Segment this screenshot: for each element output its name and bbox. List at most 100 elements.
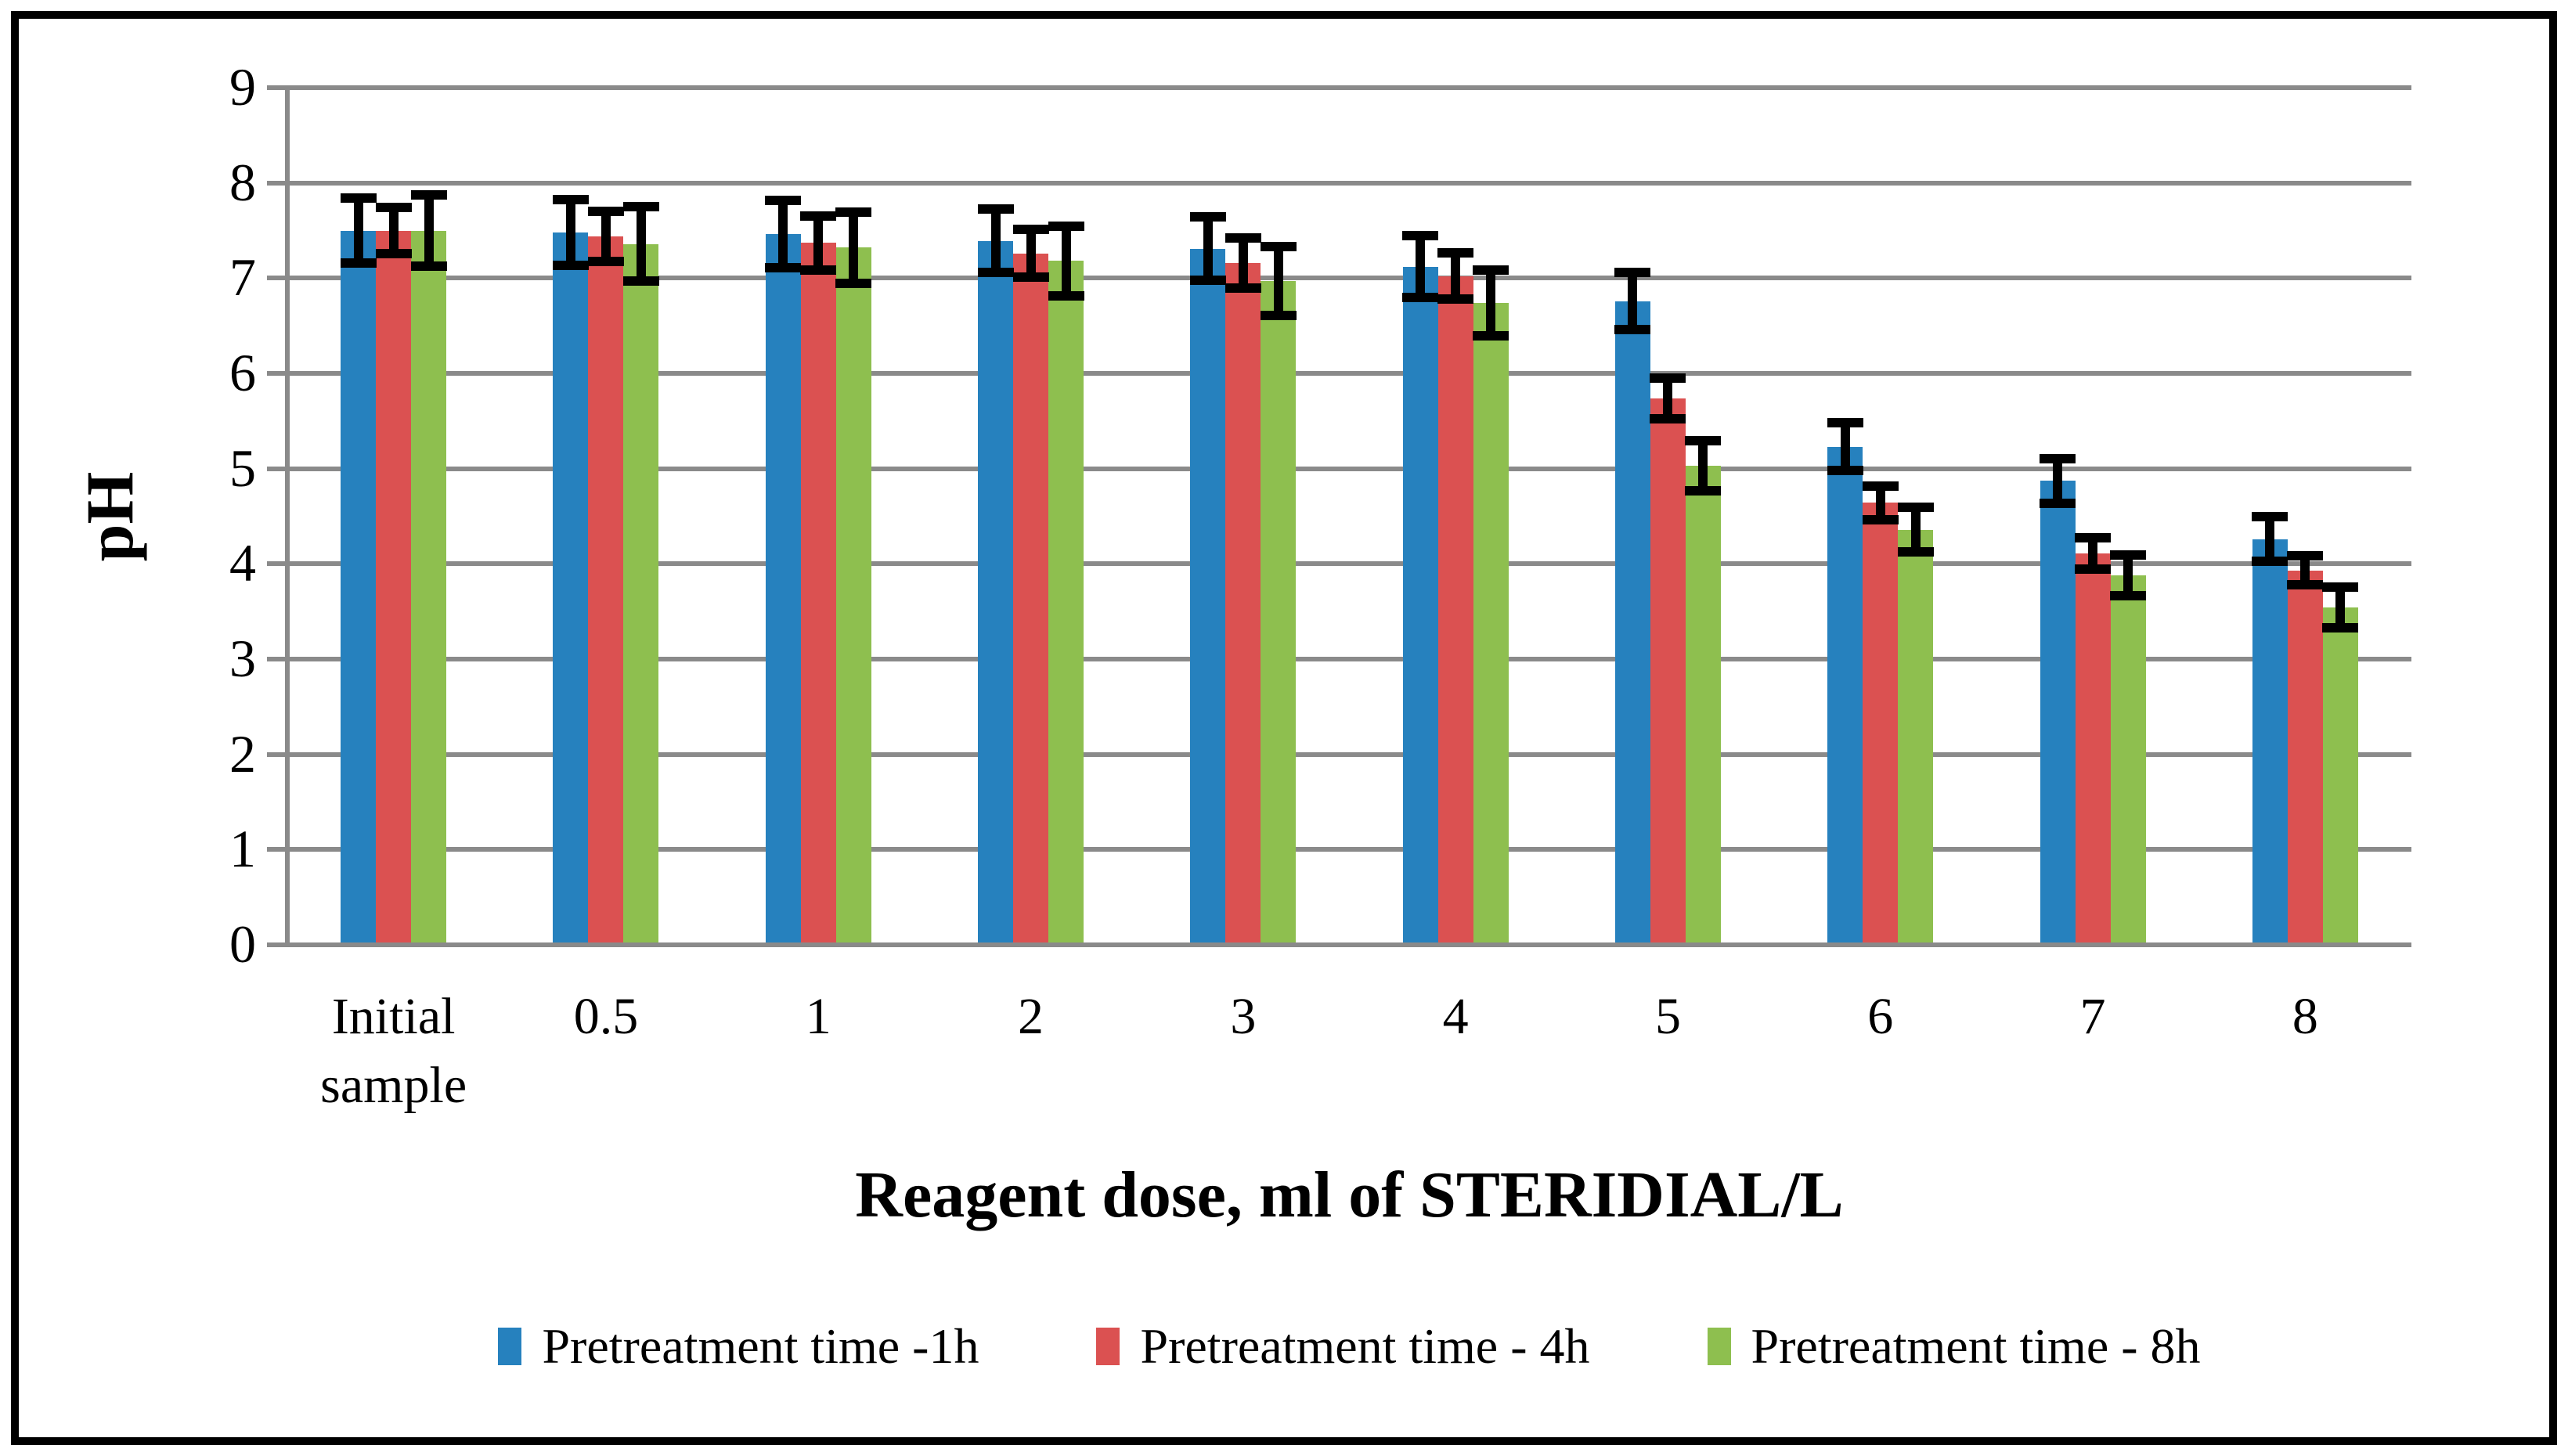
- y-tickmark-4: [267, 561, 287, 567]
- y-tickmark-9: [267, 85, 287, 90]
- y-tick-label-0: 0: [229, 914, 256, 974]
- y-tickmark-6: [267, 371, 287, 376]
- error-bar-line-series2-cat3: [813, 218, 824, 267]
- error-bar-line-series2-cat4: [1026, 232, 1036, 275]
- error-bar-cap-bottom-series1-cat5: [1189, 276, 1226, 286]
- error-bar-line-series3-cat3: [849, 215, 859, 280]
- error-bar-cap-top-series2-cat4: [1012, 224, 1049, 234]
- error-bar-cap-top-series3-cat2: [622, 201, 659, 211]
- x-axis-title: Reagent dose, ml of STERIDIAL/L: [855, 1159, 1844, 1231]
- error-bar-cap-bottom-series1-cat3: [765, 263, 802, 273]
- bar-series3-cat2: [623, 243, 659, 942]
- error-bar-cap-top-series1-cat1: [340, 193, 377, 203]
- error-bar-cap-top-series3-cat8: [1897, 503, 1934, 513]
- bar-series1-cat7: [1614, 301, 1650, 942]
- error-bar-cap-bottom-series1-cat10: [2252, 557, 2288, 567]
- y-tickmark-0: [267, 942, 287, 947]
- error-bar-cap-top-series2-cat10: [2287, 551, 2324, 561]
- bar-series3-cat5: [1261, 280, 1297, 942]
- legend-item-4h: Pretreatment time - 4h: [1096, 1318, 1590, 1374]
- error-bar-cap-bottom-series3-cat5: [1260, 311, 1297, 321]
- error-bar-cap-top-series3-cat1: [410, 190, 447, 200]
- error-bar-cap-bottom-series3-cat3: [835, 278, 872, 288]
- y-tickmark-5: [267, 466, 287, 471]
- error-bar-line-series1-cat2: [565, 203, 575, 262]
- error-bar-line-series3-cat5: [1273, 249, 1283, 313]
- error-bar-line-series3-cat7: [1698, 444, 1708, 488]
- bar-series2-cat2: [588, 236, 624, 942]
- bar-series1-cat8: [1827, 446, 1863, 942]
- error-bar-cap-top-series3-cat6: [1473, 265, 1509, 276]
- bar-series2-cat8: [1863, 503, 1899, 942]
- y-tick-label-3: 3: [229, 629, 256, 688]
- bar-series3-cat6: [1473, 302, 1509, 942]
- error-bar-line-series1-cat7: [1628, 275, 1638, 327]
- error-bar-cap-top-series1-cat3: [765, 196, 802, 206]
- bar-series1-cat5: [1190, 248, 1226, 942]
- y-tick-label-8: 8: [229, 152, 256, 212]
- error-bar-line-series3-cat10: [2335, 590, 2346, 625]
- error-bar-cap-bottom-series3-cat10: [2322, 623, 2359, 633]
- legend: Pretreatment time -1h Pretreatment time …: [287, 1321, 2411, 1371]
- error-bar-cap-top-series2-cat1: [375, 202, 412, 212]
- error-bar-line-series3-cat1: [424, 198, 434, 263]
- error-bar-cap-top-series2-cat2: [587, 206, 624, 216]
- error-bar-cap-top-series2-cat6: [1437, 248, 1474, 258]
- x-category-label-2: 0.5: [573, 988, 639, 1045]
- bar-series1-cat4: [978, 240, 1014, 942]
- error-bar-line-series3-cat2: [636, 209, 646, 279]
- x-category-label-5: 3: [1230, 988, 1257, 1045]
- error-bar-cap-bottom-series2-cat8: [1862, 514, 1899, 524]
- error-bar-cap-bottom-series2-cat7: [1650, 413, 1686, 423]
- error-bar-cap-top-series1-cat8: [1827, 417, 1863, 427]
- y-tickmark-1: [267, 847, 287, 852]
- bar-series1-cat2: [553, 232, 589, 942]
- bar-series2-cat10: [2287, 570, 2323, 942]
- y-tickmark-7: [267, 276, 287, 281]
- error-bar-cap-top-series1-cat5: [1189, 212, 1226, 222]
- bar-series2-cat7: [1650, 398, 1686, 942]
- error-bar-cap-top-series3-cat4: [1048, 222, 1084, 232]
- error-bar-cap-top-series1-cat9: [2040, 454, 2076, 464]
- error-bar-cap-bottom-series2-cat9: [2075, 564, 2112, 574]
- gridline-6: [285, 371, 2411, 376]
- error-bar-cap-top-series3-cat7: [1685, 436, 1722, 446]
- y-tick-label-4: 4: [229, 533, 256, 593]
- error-bar-cap-bottom-series2-cat10: [2287, 580, 2324, 590]
- error-bar-cap-bottom-series1-cat4: [977, 268, 1014, 278]
- error-bar-line-series2-cat6: [1451, 256, 1461, 297]
- error-bar-line-series2-cat10: [2300, 559, 2310, 582]
- error-bar-cap-bottom-series3-cat8: [1897, 546, 1934, 557]
- gridline-3: [285, 657, 2411, 661]
- error-bar-cap-top-series1-cat7: [1614, 267, 1651, 277]
- error-bar-cap-bottom-series3-cat1: [410, 261, 447, 271]
- error-bar-cap-bottom-series2-cat6: [1437, 294, 1474, 305]
- error-bar-cap-bottom-series2-cat1: [375, 249, 412, 259]
- error-bar-line-series1-cat9: [2053, 462, 2063, 500]
- legend-label-8h: Pretreatment time - 8h: [1751, 1318, 2201, 1374]
- y-tick-label-2: 2: [229, 723, 256, 784]
- error-bar-cap-top-series1-cat2: [552, 195, 589, 205]
- error-bar-cap-top-series1-cat6: [1402, 231, 1439, 241]
- gridline-0: [285, 942, 2411, 947]
- bar-series3-cat9: [2110, 575, 2146, 942]
- gridline-8: [285, 180, 2411, 186]
- error-bar-cap-top-series2-cat8: [1862, 481, 1899, 492]
- error-bar-cap-top-series2-cat3: [800, 211, 837, 221]
- gridline-9: [285, 85, 2411, 90]
- error-bar-line-series3-cat8: [1910, 510, 1921, 549]
- bar-series3-cat10: [2322, 607, 2358, 942]
- figure-border: [11, 11, 2557, 1445]
- x-category-label-8: 6: [1867, 988, 1894, 1045]
- bar-series3-cat1: [411, 230, 447, 942]
- error-bar-line-series1-cat3: [778, 204, 788, 265]
- error-bar-cap-bottom-series3-cat9: [2110, 590, 2147, 600]
- error-bar-cap-bottom-series3-cat7: [1685, 486, 1722, 496]
- bar-series1-cat1: [341, 230, 377, 942]
- bar-series1-cat6: [1402, 266, 1438, 942]
- y-tick-label-6: 6: [229, 343, 256, 402]
- y-tickmark-8: [267, 180, 287, 186]
- legend-label-4h: Pretreatment time - 4h: [1140, 1318, 1590, 1374]
- bar-series1-cat9: [2040, 481, 2076, 942]
